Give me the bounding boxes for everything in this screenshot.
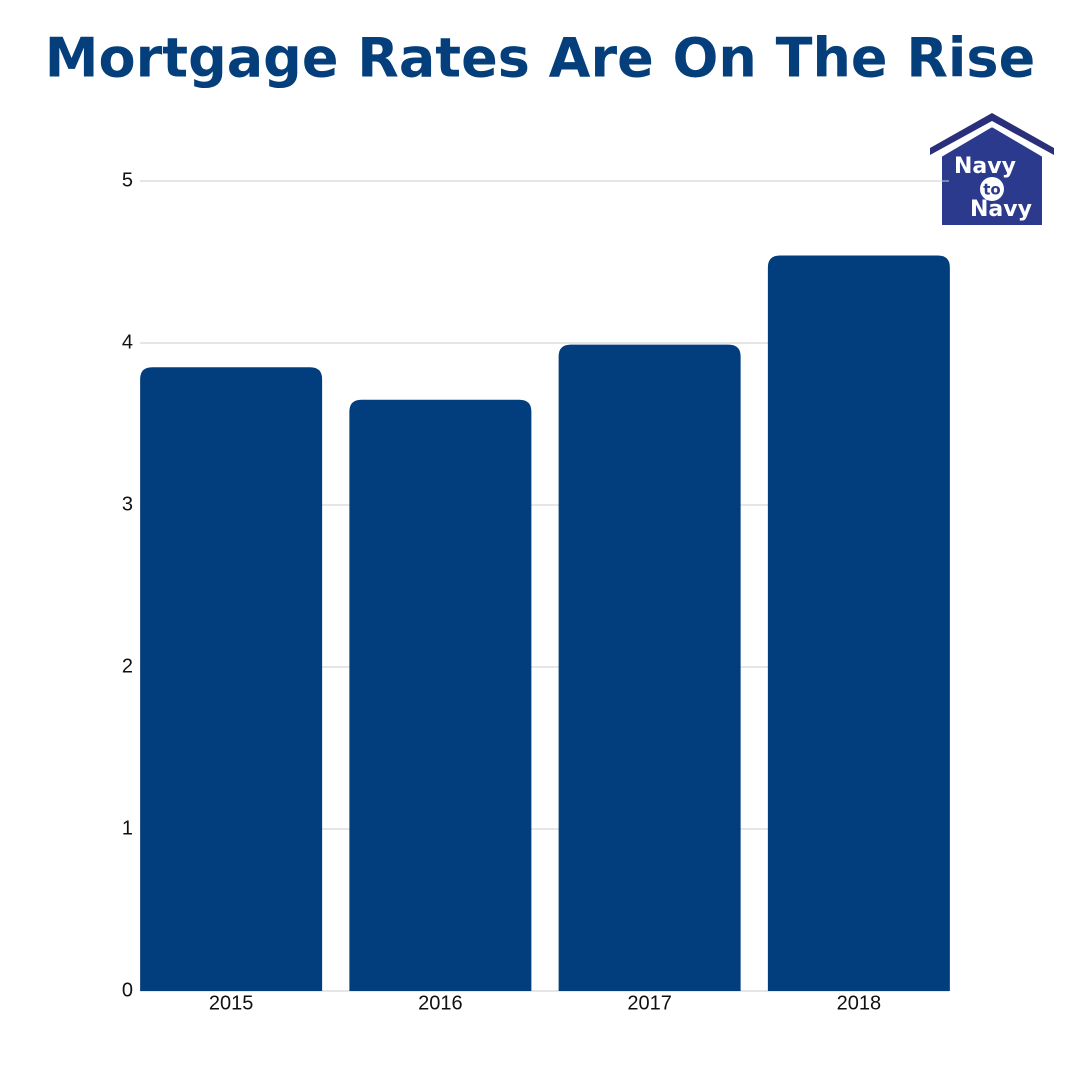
y-tick-label: 2 — [122, 655, 133, 677]
x-tick-label: 2015 — [209, 992, 254, 1014]
logo-text: Navy — [954, 154, 1016, 179]
bar — [767, 255, 950, 991]
bar — [140, 367, 323, 991]
x-tick-label: 2018 — [837, 992, 882, 1014]
bar — [558, 344, 741, 991]
x-tick-label: 2016 — [418, 992, 463, 1014]
logo-roof — [930, 113, 1054, 155]
y-tick-label: 0 — [122, 979, 133, 1001]
chart-title: Mortgage Rates Are On The Rise — [45, 27, 1035, 90]
bar — [349, 399, 532, 991]
logo-text: to — [983, 181, 1000, 199]
x-tick-label: 2017 — [627, 992, 672, 1014]
logo-text: Navy — [970, 197, 1032, 222]
logo: Navy to Navy — [930, 113, 1054, 227]
logo-house — [940, 124, 1044, 227]
y-tick-label: 4 — [122, 331, 133, 353]
y-tick-label: 1 — [122, 817, 133, 839]
y-tick-label: 5 — [122, 169, 133, 191]
y-tick-label: 3 — [122, 493, 133, 515]
logo-circle — [980, 177, 1004, 201]
